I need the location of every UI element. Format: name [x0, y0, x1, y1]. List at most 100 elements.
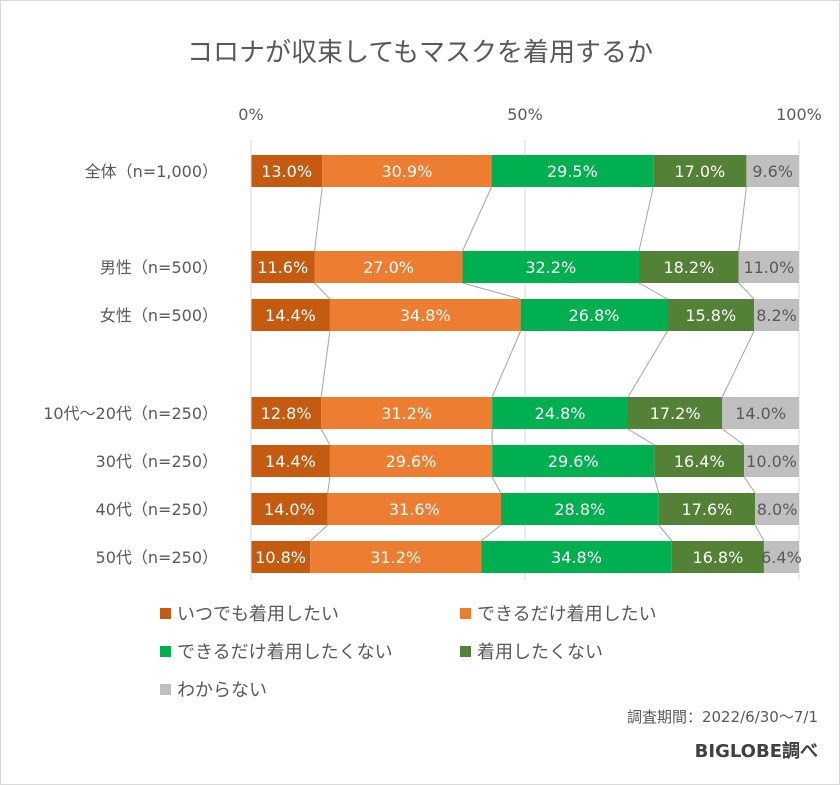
category-label: 全体（n=1,000） — [85, 162, 218, 181]
bar-segment — [492, 397, 629, 429]
data-label: 34.8% — [400, 306, 451, 325]
bar-segment — [327, 493, 501, 525]
data-label: 14.0% — [264, 500, 315, 519]
survey-period: 調査期間：2022/6/30～7/1 — [626, 708, 818, 726]
series-line — [738, 186, 747, 252]
series-line — [320, 330, 331, 398]
bar-segment — [653, 155, 747, 187]
data-label: 32.2% — [525, 258, 576, 277]
series-line — [754, 524, 765, 542]
bar-segment — [744, 445, 799, 477]
legend-swatch — [460, 607, 471, 619]
series-line — [638, 186, 654, 252]
data-label: 24.8% — [535, 404, 586, 423]
chart-title: コロナが収束してもマスクを着用するか — [187, 38, 653, 68]
data-label: 17.6% — [682, 500, 733, 519]
series-line — [743, 476, 756, 494]
bar-segment — [746, 155, 799, 187]
legend-label: 着用したくない — [477, 642, 603, 663]
legend-item: できるだけ着用したくない — [160, 638, 393, 664]
bar-segment — [763, 541, 799, 573]
category-label: 男性（n=500） — [100, 258, 218, 277]
bar-segment — [329, 299, 521, 331]
bar-segment — [251, 493, 328, 525]
bar-segment — [755, 493, 799, 525]
bar-segment — [628, 397, 723, 429]
series-line — [314, 186, 323, 252]
data-label: 6.4% — [761, 548, 802, 567]
category-label: 10代～20代（n=250） — [43, 404, 218, 423]
legend-label: いつでも着用したい — [177, 604, 339, 625]
bar-segment — [251, 397, 322, 429]
series-line — [320, 428, 331, 446]
data-label: 29.6% — [548, 452, 599, 471]
data-label: 12.8% — [261, 404, 312, 423]
bar-segment — [321, 397, 493, 429]
data-label: 26.8% — [569, 306, 620, 325]
data-label: 8.0% — [757, 500, 798, 519]
bar-segment — [322, 155, 492, 187]
bar-segment — [491, 155, 654, 187]
legend-swatch — [160, 607, 171, 619]
data-label: 18.2% — [663, 258, 714, 277]
series-line — [491, 330, 522, 398]
data-label: 14.4% — [265, 452, 316, 471]
legend-item: できるだけ着用したい — [460, 600, 657, 626]
bar-segment — [251, 155, 323, 187]
legend-swatch — [460, 645, 471, 657]
bar-segment — [738, 251, 799, 283]
series-line — [480, 524, 502, 542]
series-line — [462, 186, 493, 252]
data-label: 27.0% — [363, 258, 414, 277]
legend-item: 着用したくない — [460, 638, 603, 664]
data-label: 15.8% — [685, 306, 736, 325]
bar-segment — [314, 251, 463, 283]
series-line — [627, 428, 655, 446]
bar-segment — [500, 493, 659, 525]
x-tick-label: 100% — [776, 105, 822, 124]
data-label: 10.0% — [746, 452, 797, 471]
series-line — [462, 282, 521, 300]
series-line — [653, 476, 660, 494]
bar-segment — [722, 397, 799, 429]
category-label: 女性（n=500） — [100, 306, 218, 325]
bar-segment — [671, 541, 764, 573]
data-label: 11.0% — [743, 258, 794, 277]
legend-swatch — [160, 683, 171, 695]
data-label: 8.2% — [756, 306, 797, 325]
bar-segment — [492, 445, 655, 477]
data-label: 17.0% — [674, 162, 725, 181]
data-label: 16.8% — [692, 548, 743, 567]
data-label: 17.2% — [650, 404, 701, 423]
data-label: 9.6% — [752, 162, 793, 181]
bar-segment — [638, 251, 739, 283]
bar-segment — [481, 541, 672, 573]
series-line — [314, 282, 331, 300]
bar-segment — [310, 541, 482, 573]
x-tick-label: 50% — [507, 105, 543, 124]
series-line — [627, 330, 668, 398]
data-label: 31.6% — [389, 500, 440, 519]
bar-segment — [251, 299, 330, 331]
data-label: 29.5% — [547, 162, 598, 181]
series-line — [638, 282, 668, 300]
legend-label: できるだけ着用したくない — [177, 642, 393, 663]
bar-segment — [251, 541, 311, 573]
legend-item: わからない — [160, 676, 267, 702]
series-line — [491, 476, 502, 494]
bar-segment — [462, 251, 639, 283]
data-label: 11.6% — [257, 258, 308, 277]
bar-segment — [251, 251, 315, 283]
data-label: 16.4% — [674, 452, 725, 471]
data-label: 10.8% — [255, 548, 306, 567]
bar-segment — [667, 299, 755, 331]
bar-segment — [754, 299, 799, 331]
data-label: 14.0% — [735, 404, 786, 423]
bar-segment — [658, 493, 756, 525]
series-line — [721, 330, 755, 398]
data-label: 28.8% — [554, 500, 605, 519]
category-label: 50代（n=250） — [96, 548, 218, 567]
source-credit: BIGLOBE調べ — [694, 741, 818, 762]
data-label: 13.0% — [261, 162, 312, 181]
